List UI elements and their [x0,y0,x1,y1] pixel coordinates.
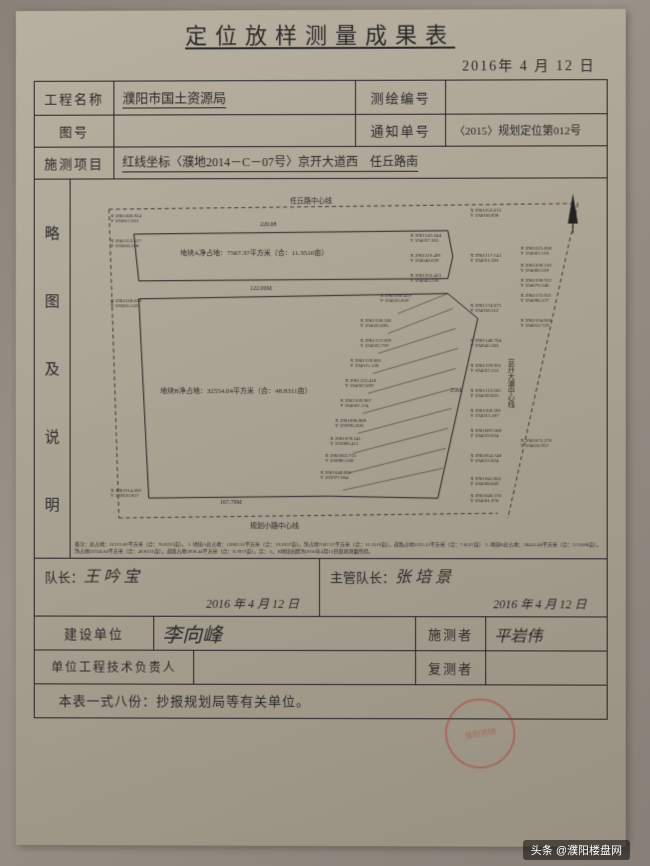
tech-sign [194,651,416,684]
coord-point: X 3961253.527Y 593816.338 [110,239,141,249]
dim-bottom: 167.79M [220,501,242,506]
coord-point: X 3961209.310Y 594060.518 [520,264,551,274]
coord-point: X 3961100.281Y 594023.187 [470,409,501,419]
road-bottom: 规划小路中心线 [250,524,299,529]
coord-point: X 3961096.868Y 593995.826 [335,419,366,429]
coord-point: X 3961174.675Y 594058.512 [470,304,501,314]
coord-point: X 3961217.145Y 594051.263 [470,254,501,264]
project-label: 工程名称 [35,82,115,115]
build-sign: 李向峰 [154,617,416,650]
coord-point: X 3961269.924Y 593817.023 [110,214,141,224]
side-label: 略 图 及 说 明 [35,180,71,558]
coord-point: X 3961252.612Y 594056.838 [470,209,501,219]
mapno-value [114,115,356,147]
dim-25m: 25M [450,389,461,394]
dim-left: 122.00M [250,287,272,292]
form-frame: 工程名称 濮阳市国土资源局 测绘编号 图号 通知单号 〈2015〉规划定位第01… [34,79,608,720]
coord-point: X 3961139.802Y 594015.128 [350,359,381,369]
coord-point: X 3961241.044Y 594037.305 [410,234,441,244]
coord-point: X 3961172.051Y 594086.137 [520,294,551,304]
map-footnote: 备注：总占地：51215.00平方米（合：76.8225亩）。 1. 地块A总占… [75,542,603,557]
surveyno-label: 测绘编号 [356,81,446,114]
page-title: 定位放样测量成果表 [16,9,626,51]
reviewer-sign [486,651,606,684]
coord-point: X 3961104.050Y 594052.759 [520,319,551,329]
coord-point: X 3961146.704Y 594045.563 [470,339,501,349]
coord-point: X 3961040.570Y 594001.976 [470,494,501,504]
top-date: 2016年 4 月 12 日 [16,49,626,81]
surveyno-value [446,80,607,114]
coord-point: X 3961157.009Y 594022.729 [360,339,391,349]
footer-note: 本表一式八份：抄报规划局等有关单位。 [35,684,607,718]
watermark: 头条 @濮阳楼盘网 [523,840,630,860]
coord-point: X 3961054.748Y 594012.634 [470,454,501,464]
noticeno-label: 通知单号 [356,115,446,146]
coord-point: X 3961210.491Y 594048.039 [410,254,441,264]
dim-top: 220.68 [260,223,276,228]
coord-point: X 3961208.912Y 594070.546 [520,279,551,289]
chief-cell: 主管队长：张 培 景 2016 年 4 月 12 日 [320,559,607,616]
coord-point: X 3961158.536Y 594023.085 [360,319,391,329]
item-label: 施测项目 [35,148,115,179]
coord-point: X 3961225.838Y 594063.518 [520,247,551,257]
area2: 地块B净占地：32554.04平方米（合：48.8311亩） [160,389,311,394]
build-label: 建设单位 [35,617,155,650]
area1: 地块A净占地：7567.37平方米（合：11.3510亩） [180,251,328,256]
coord-point: X 3961123.418Y 594007.609 [345,379,376,389]
coord-point: X 3961109.907Y 594002.124 [340,399,371,409]
coord-point: X 3961075.278Y 594010.957 [520,439,551,449]
coord-point: X 3961180.459Y 594035.839 [380,294,411,304]
surveyor-label: 施测者 [416,617,486,650]
coord-point: X 3961205.423Y 594043.528 [410,274,441,284]
coord-point: X 3961014.000Y 593810.857 [110,489,141,499]
surveyor-sign: 平岩伟 [486,617,606,650]
coord-point: X 3961087.568Y 594019.034 [470,429,501,439]
project-value: 濮阳市国土资源局 [114,81,356,115]
noticeno-value: 〈2015〉规划定位第012号 [446,114,607,145]
item-value: 红线坐标〈濮地2014－C－07号〉京开大道西 任丘路南 [114,146,606,178]
map-diagram: 任丘路中心线 规划小路中心线 京开大道中心线 地块A净占地：7567.37平方米… [71,178,607,558]
coord-point: X 3961113.505Y 594030.825 [470,389,501,399]
coord-point: X 3961129.951Y 594037.553 [470,364,501,374]
road-right: 京开大道中心线 [508,359,513,408]
tech-label: 单位工程技术负责人 [35,650,194,683]
road-top: 任丘路中心线 [290,199,332,204]
coord-point: X 3961041.855Y 594008.669 [470,477,501,487]
coord-point: X 3961063.733Y 593983.508 [325,454,356,464]
coord-point: X 3961048.803Y 593977.964 [320,471,351,481]
mapno-label: 图号 [35,116,115,147]
coord-point: X 3961218.020Y 593815.525 [110,299,141,309]
leader-cell: 队长：王 吟 宝 2016 年 4 月 12 日 [35,559,320,616]
coord-point: X 3961078.541Y 593989.415 [330,437,361,447]
reviewer-label: 复测者 [416,651,486,684]
